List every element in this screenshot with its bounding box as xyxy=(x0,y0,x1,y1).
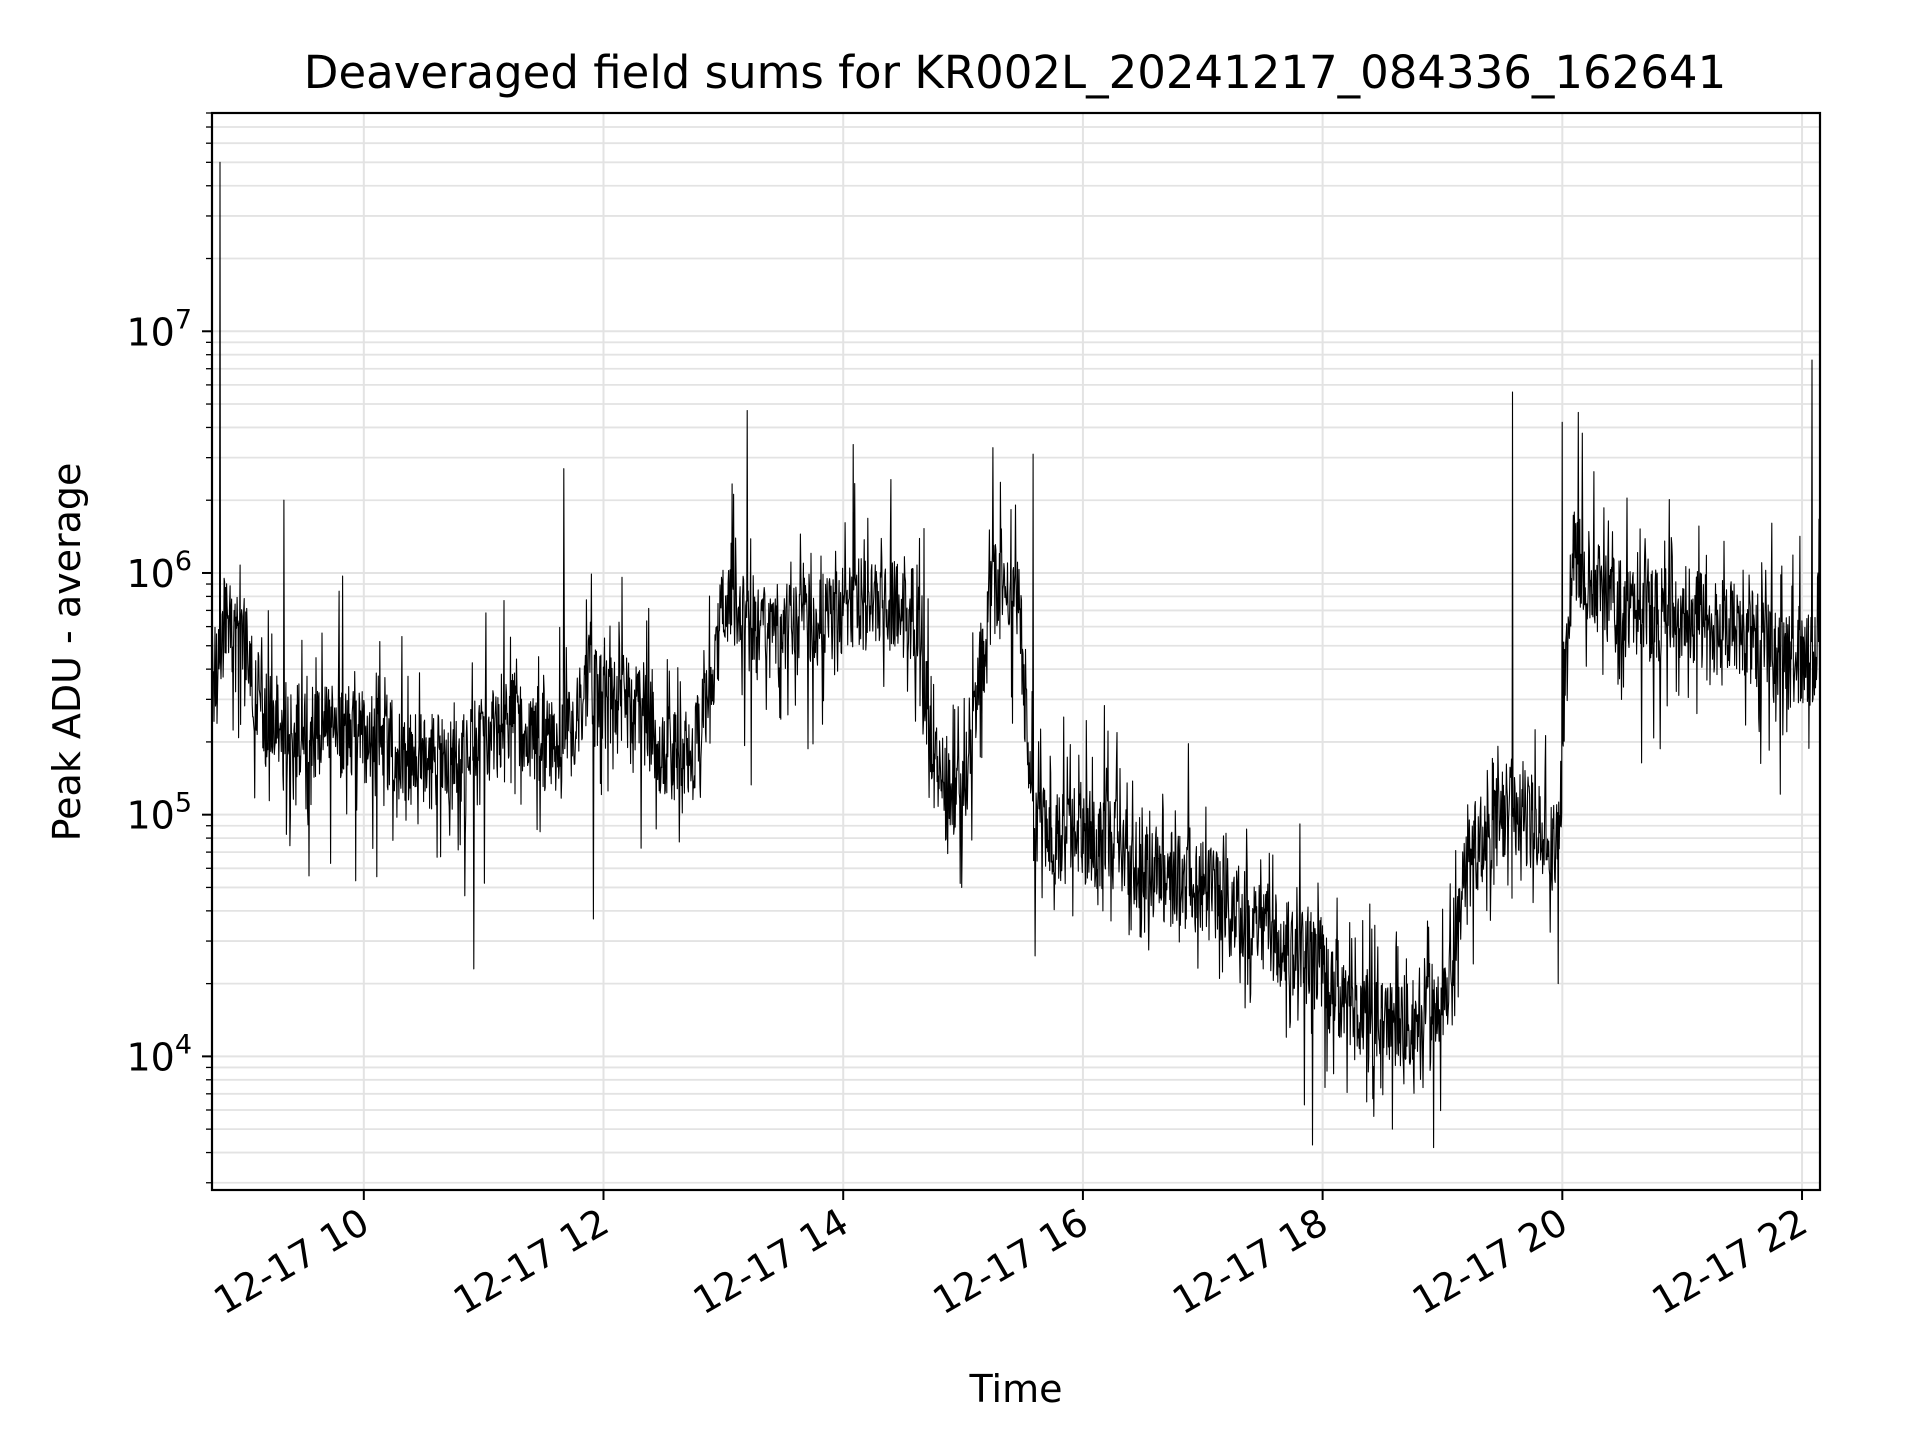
y-axis-label: Peak ADU - average xyxy=(45,463,89,842)
chart-title: Deaveraged field sums for KR002L_2024121… xyxy=(304,46,1726,99)
plot-frame xyxy=(210,111,1822,1192)
y-tick-label: 107 xyxy=(126,304,192,354)
y-tick-label: 106 xyxy=(126,546,192,596)
y-tick-label: 104 xyxy=(126,1029,192,1079)
x-axis-label: Time xyxy=(969,1367,1063,1411)
y-axis: 104 105 106 107 xyxy=(126,112,212,1184)
series-line xyxy=(211,161,1821,1149)
y-tick-label: 105 xyxy=(126,788,192,838)
series-path xyxy=(211,161,1821,1149)
grid xyxy=(212,112,1820,1190)
